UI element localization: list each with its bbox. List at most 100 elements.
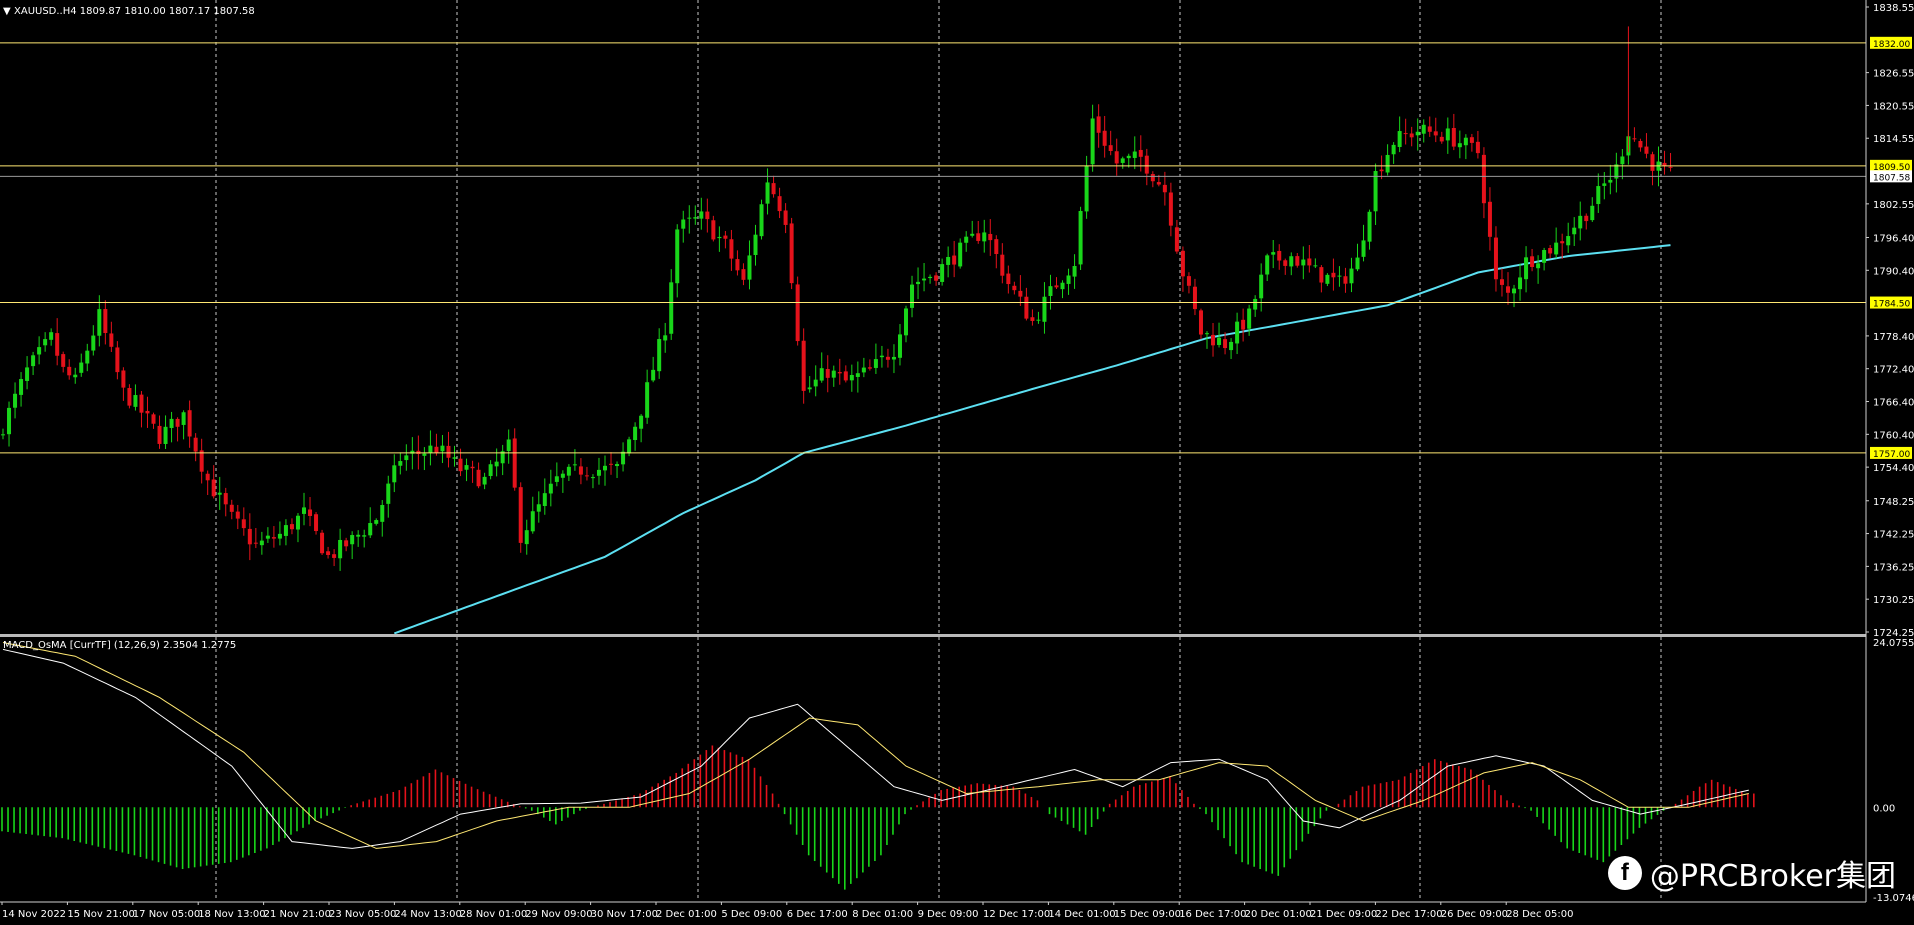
candle-bull bbox=[133, 395, 138, 407]
candle-bull bbox=[940, 264, 945, 282]
candle-bull bbox=[530, 511, 535, 532]
price-panel[interactable]: 1832.00 1809.50 1784.50 1757.00 1807.58 ▼ XA… bbox=[0, 0, 1912, 635]
level-label-bg bbox=[1870, 296, 1912, 309]
candle-bull bbox=[217, 492, 222, 495]
candle-bull bbox=[1301, 259, 1306, 266]
candle-bear bbox=[103, 309, 108, 334]
horizontal-levels-layer[interactable]: 1832.00 1809.50 1784.50 1757.00 1807.58 bbox=[0, 36, 1912, 460]
candle-bull bbox=[97, 309, 102, 336]
candle-bear bbox=[55, 333, 60, 356]
candle-bear bbox=[1168, 192, 1173, 226]
candle-bear bbox=[458, 458, 463, 472]
level-label: 1757.00 bbox=[1873, 450, 1910, 460]
candle-bull bbox=[1247, 308, 1252, 329]
candle-bull bbox=[1090, 118, 1095, 165]
candle-bear bbox=[1662, 162, 1667, 166]
y-tick-label: 1796.40 bbox=[1873, 233, 1914, 244]
candle-bear bbox=[705, 211, 710, 220]
candle-bear bbox=[1024, 296, 1029, 319]
candle-bull bbox=[380, 505, 385, 522]
candle-bull bbox=[181, 412, 186, 425]
x-tick-label: 16 Dec 17:00 bbox=[1179, 909, 1246, 920]
candle-bear bbox=[867, 367, 872, 369]
x-tick-label: 23 Nov 05:00 bbox=[329, 909, 396, 920]
candle-bear bbox=[1295, 256, 1300, 266]
candle-bear bbox=[241, 519, 246, 529]
candle-bull bbox=[1271, 252, 1276, 255]
x-tick-label: 8 Dec 01:00 bbox=[852, 909, 913, 920]
candle-bull bbox=[277, 533, 282, 539]
candle-bull bbox=[1578, 215, 1583, 229]
candle-bull bbox=[1048, 286, 1053, 296]
candle-bull bbox=[37, 347, 42, 355]
candle-bull bbox=[500, 451, 505, 464]
x-tick-label: 26 Dec 09:00 bbox=[1441, 909, 1508, 920]
candle-bull bbox=[603, 465, 607, 471]
candle-bull bbox=[687, 217, 692, 219]
candle-bull bbox=[163, 426, 168, 444]
candle-bull bbox=[879, 355, 884, 358]
x-tick-label: 21 Dec 09:00 bbox=[1310, 909, 1377, 920]
indicator-y-tick-label: 24.0755 bbox=[1873, 638, 1914, 649]
candle-bear bbox=[314, 514, 319, 532]
candle-bull bbox=[524, 530, 529, 545]
level-label: 1832.00 bbox=[1873, 40, 1910, 50]
candle-bear bbox=[988, 233, 993, 241]
candle-bear bbox=[187, 410, 192, 437]
candle-bull bbox=[1229, 341, 1234, 351]
candle-bear bbox=[1156, 182, 1161, 185]
candle-bull bbox=[1421, 124, 1426, 134]
candle-bull bbox=[590, 477, 595, 479]
level-label-bg bbox=[1870, 36, 1912, 49]
triangle-down-icon[interactable]: ▼ bbox=[3, 6, 11, 17]
candle-bear bbox=[344, 540, 349, 547]
candle-bear bbox=[783, 210, 788, 225]
candle-bull bbox=[302, 507, 306, 514]
panel-divider[interactable] bbox=[0, 634, 1866, 637]
candle-bull bbox=[1512, 288, 1517, 294]
candle-bear bbox=[1144, 155, 1149, 174]
candle-bear bbox=[1102, 130, 1107, 146]
candle-bear bbox=[271, 537, 276, 539]
candle-bull bbox=[849, 374, 854, 381]
candle-bull bbox=[368, 523, 373, 536]
candle-bear bbox=[320, 532, 325, 554]
candle-bear bbox=[1650, 154, 1655, 171]
candle-bear bbox=[145, 410, 150, 414]
x-tick-label: 2 Dec 01:00 bbox=[656, 909, 717, 920]
candle-bear bbox=[1427, 126, 1432, 132]
candle-bear bbox=[1487, 201, 1492, 237]
candle-bull bbox=[91, 335, 96, 351]
candle-bear bbox=[446, 445, 451, 458]
symbol-header: XAUUSD..H4 1809.87 1810.00 1807.17 1807.… bbox=[14, 6, 255, 17]
candle-bear bbox=[1096, 116, 1101, 133]
candle-bear bbox=[1331, 272, 1336, 278]
candle-bull bbox=[488, 464, 493, 477]
candle-bear bbox=[139, 394, 144, 413]
candle-bull bbox=[560, 473, 565, 478]
candle-bear bbox=[1307, 258, 1312, 266]
candle-bear bbox=[1584, 215, 1589, 222]
y-tick-label: 1778.40 bbox=[1873, 332, 1914, 343]
candle-bear bbox=[1006, 273, 1011, 285]
candle-bull bbox=[1536, 263, 1541, 269]
y-tick-label: 1766.40 bbox=[1873, 398, 1914, 409]
candle-bull bbox=[958, 242, 963, 267]
candle-bull bbox=[1349, 268, 1354, 284]
candle-bull bbox=[615, 464, 620, 467]
candle-bull bbox=[572, 464, 577, 466]
candle-bull bbox=[49, 332, 54, 340]
candle-bull bbox=[1385, 154, 1390, 173]
candle-bull bbox=[910, 284, 915, 308]
indicator-panel[interactable]: MACD_OsMA [CurrTF] (12,26,9) 2.3504 1.27… bbox=[1, 637, 1755, 900]
candle-bear bbox=[1644, 146, 1649, 154]
candle-bear bbox=[1018, 290, 1023, 297]
watermark: f @PRCBroker集团 bbox=[1607, 851, 1896, 895]
candle-bull bbox=[1397, 131, 1402, 147]
candle-bear bbox=[253, 542, 258, 544]
candle-bull bbox=[596, 469, 601, 476]
x-tick-label: 18 Nov 13:00 bbox=[198, 909, 265, 920]
candle-bull bbox=[1614, 164, 1619, 179]
